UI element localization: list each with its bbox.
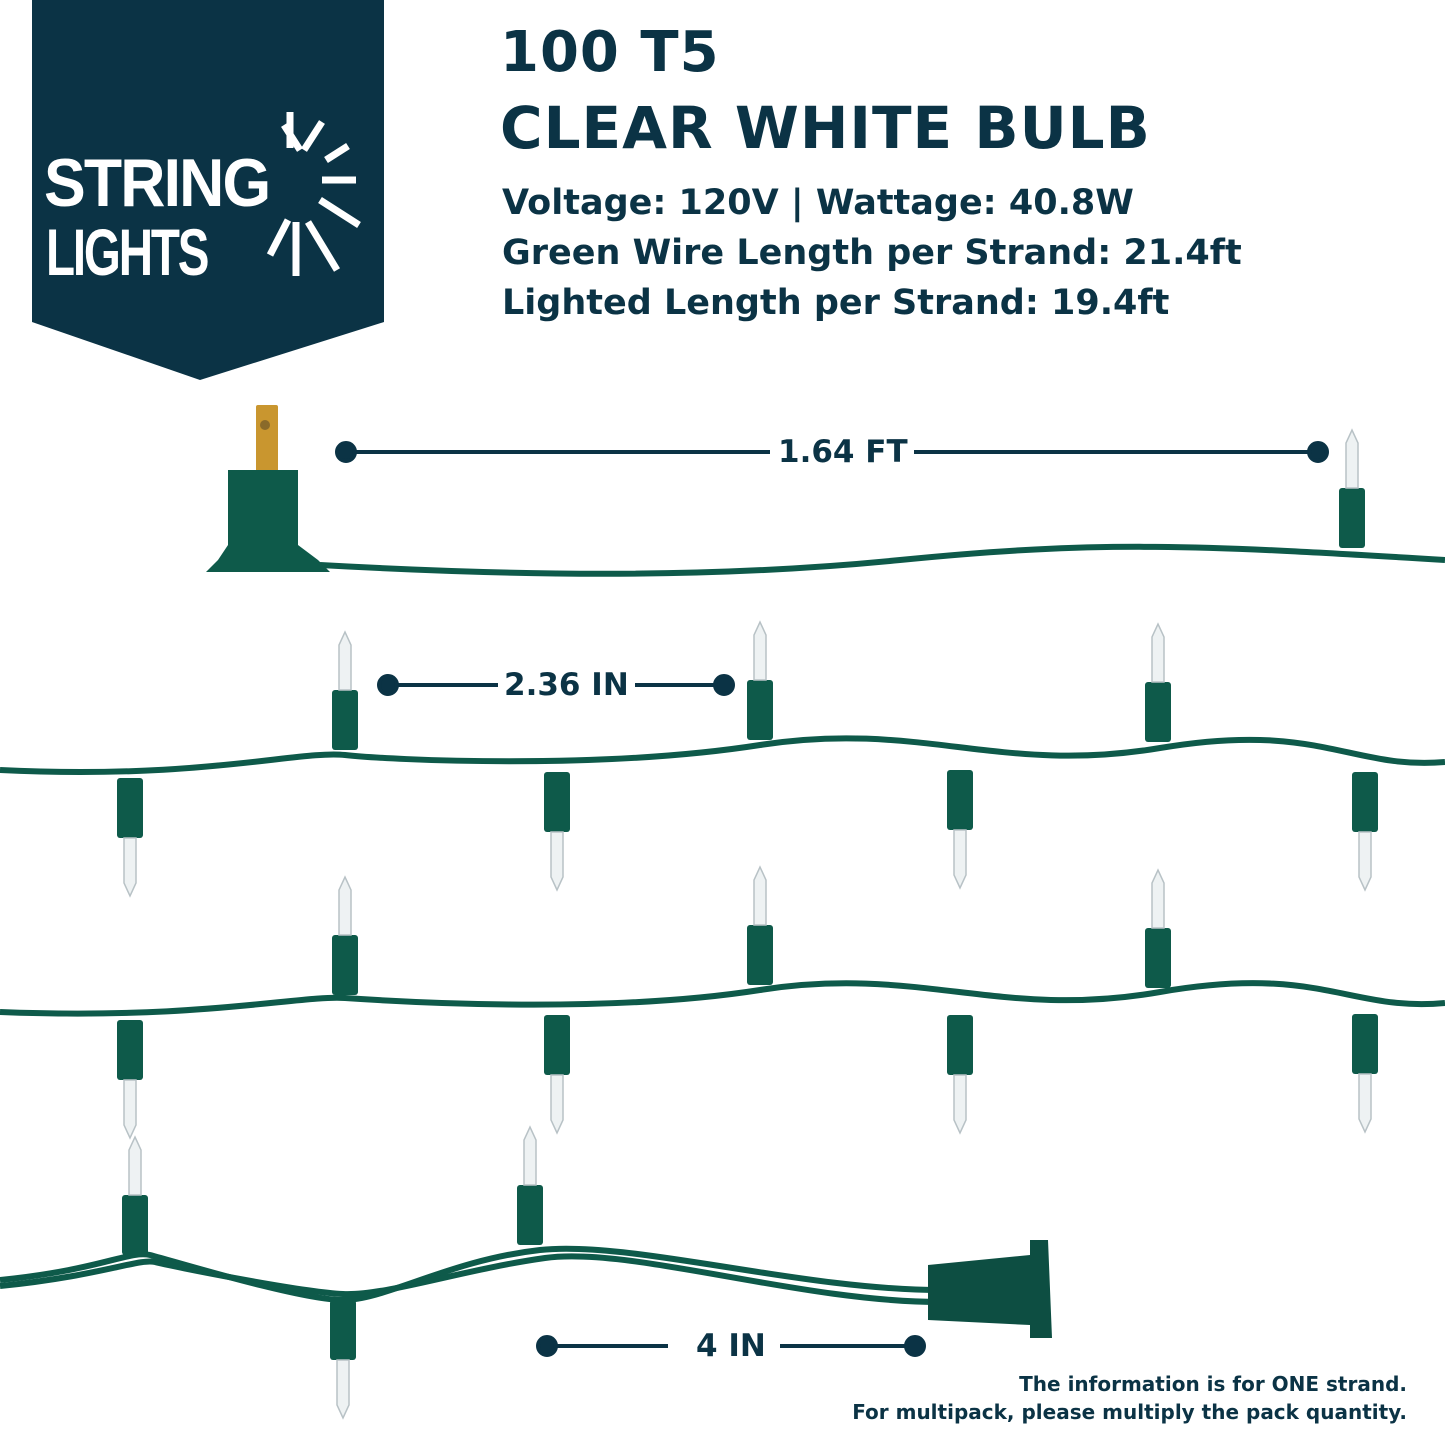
bulb-icon [330,1300,356,1420]
note-multipack: For multipack, please multiply the pack … [852,1400,1407,1424]
dimension-label-end: 4 IN [690,1328,772,1364]
bulb-icon [1145,868,1171,988]
bulb-icon [117,1020,143,1140]
socket-icon [928,1240,1052,1338]
logo-lights-text: LIGHTS [46,215,209,289]
bulb-icon [747,620,773,740]
bulb-icon [122,1135,148,1255]
spec-voltage-wattage: Voltage: 120V | Wattage: 40.8W [502,183,1134,223]
sun-rays-icon [266,112,361,276]
bulb-icon [544,772,570,892]
bulb-icon [1352,1014,1378,1134]
bulb-icon [947,770,973,890]
dimension-lines [335,441,1329,1357]
bulb-icon [747,865,773,985]
dimension-label-plug: 1.64 FT [772,434,914,470]
logo-banner [32,0,384,380]
product-title-name: CLEAR WHITE BULB [500,94,1151,162]
dimension-label-spacing: 2.36 IN [498,667,635,703]
spec-lighted-length: Lighted Length per Strand: 19.4ft [502,283,1170,323]
spec-wire-length: Green Wire Length per Strand: 21.4ft [502,233,1242,273]
bulb-icon [947,1015,973,1135]
bulb-icon [117,778,143,898]
plug-icon [206,405,330,572]
bulb-icon [544,1015,570,1135]
bulb-icon [1339,428,1365,548]
bulb-icon [332,875,358,995]
bulb-icon [332,630,358,750]
logo-string-text: STRING [44,145,271,221]
bulb-icon [1352,772,1378,892]
bulb-icon [1145,622,1171,742]
product-title-count: 100 T5 [500,20,720,85]
bulb-icon [517,1125,543,1245]
wires [0,543,1445,1305]
note-one-strand: The information is for ONE strand. [1019,1372,1407,1396]
